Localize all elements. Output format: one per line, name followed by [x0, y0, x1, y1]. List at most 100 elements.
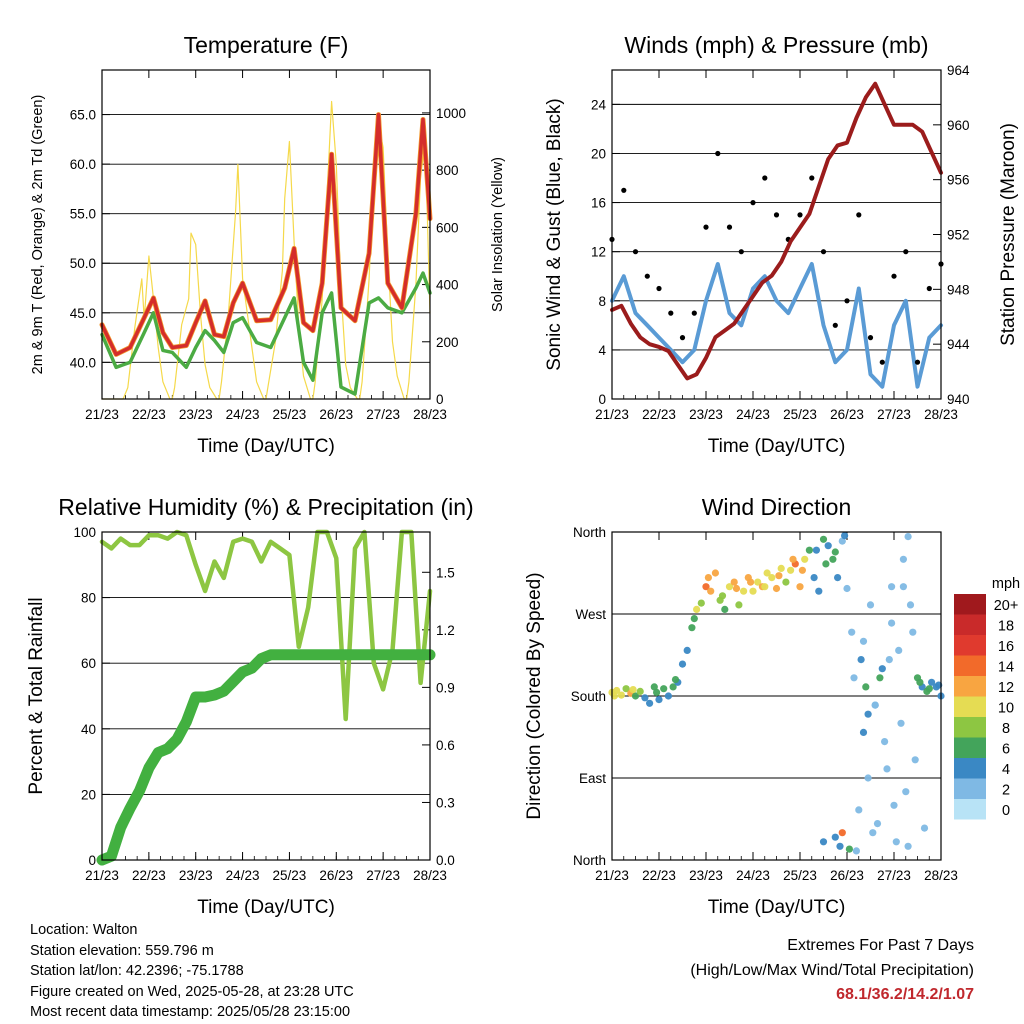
direction-point — [735, 601, 743, 609]
legend-swatch — [954, 676, 986, 697]
plot-frame — [101, 531, 431, 861]
direction-point — [631, 692, 640, 700]
direction-point — [721, 605, 729, 614]
legend-label: 8 — [1002, 721, 1010, 737]
panel-0: Temperature (F) 21/23 22/23 23/23 24/23 25/23… — [30, 32, 506, 457]
x-tick-label: 25/23 — [783, 407, 817, 422]
direction-point — [798, 566, 807, 574]
direction-point — [890, 801, 898, 809]
legend-label: 16 — [998, 639, 1014, 655]
direction-point — [655, 696, 663, 704]
y-tick-label: 60 — [81, 656, 96, 671]
legend-label: 4 — [1002, 762, 1010, 778]
x-tick-label: 25/23 — [273, 868, 307, 883]
y2-axis-label: Solar Insolation (Yellow) — [490, 157, 506, 312]
y2-tick-label: 944 — [947, 337, 970, 352]
x-tick-label: 22/23 — [132, 407, 166, 422]
x-tick-label: 21/23 — [595, 868, 629, 883]
extremes-values: 68.1/36.2/14.2/1.07 — [836, 986, 974, 1003]
direction-point — [911, 756, 919, 764]
panel-title: Relative Humidity (%) & Precipitation (i… — [58, 494, 473, 520]
direction-point — [653, 688, 661, 697]
info-recent: Most recent data timestamp: 2025/05/28 2… — [30, 1004, 351, 1020]
legend-swatch — [954, 737, 986, 758]
legend-label: 20+ — [994, 598, 1019, 614]
direction-point — [855, 806, 863, 814]
gust-point — [621, 187, 627, 193]
gust-point — [891, 273, 897, 279]
direction-point — [916, 678, 924, 686]
direction-point — [902, 788, 910, 796]
x-axis-label: Time (Day/UTC) — [197, 436, 335, 457]
x-tick-label: 22/23 — [642, 868, 676, 883]
y2-tick-label: 956 — [947, 173, 970, 188]
direction-point — [610, 692, 619, 700]
gust-point — [703, 224, 709, 230]
gust-point — [679, 335, 686, 341]
x-axis-label: Time (Day/UTC) — [708, 436, 846, 457]
x-tick-label: 23/23 — [179, 407, 213, 422]
direction-point — [725, 583, 734, 591]
direction-point — [617, 691, 626, 699]
direction-point — [702, 583, 710, 591]
y-tick-label: 0 — [88, 853, 96, 868]
gust-point — [726, 224, 733, 230]
gust-point — [914, 359, 921, 365]
direction-point — [629, 686, 637, 694]
legend-label: 2 — [1002, 783, 1010, 799]
panel-1: Winds (mph) & Pressure (mb) 21/23 22/23 23/… — [544, 32, 1019, 457]
y2-axis-label: Station Pressure (Maroon) — [998, 123, 1019, 346]
direction-point — [801, 555, 809, 563]
speed-legend: mph 20+ 18 16 14 12 10 8 6 4 2 0 — [954, 576, 1020, 820]
direction-point — [829, 555, 837, 563]
direction-point — [768, 574, 776, 582]
direction-point — [812, 546, 821, 554]
info-elevation: Station elevation: 559.796 m — [30, 942, 214, 959]
y2-tick-label: 952 — [947, 228, 970, 243]
direction-point — [843, 584, 851, 593]
plot-frame — [611, 531, 942, 861]
direction-point — [824, 542, 832, 550]
legend-label: 18 — [998, 619, 1014, 635]
y-tick-label: 65.0 — [70, 108, 96, 123]
gust-point — [738, 249, 744, 255]
legend-swatch — [954, 635, 986, 656]
plot-frame — [611, 69, 942, 400]
direction-point — [688, 624, 696, 632]
y-tick-label: 55.0 — [70, 207, 96, 222]
gust-point — [926, 285, 932, 292]
legend-swatch — [954, 799, 986, 820]
y2-tick-label: 940 — [947, 392, 970, 407]
legend-title: mph — [992, 576, 1020, 592]
gust-point — [832, 322, 838, 328]
legend-swatch — [954, 594, 986, 615]
gust-point — [668, 310, 674, 316]
legend-swatch — [954, 614, 986, 635]
y-tick-label: 20 — [81, 787, 96, 802]
direction-point — [669, 683, 677, 691]
direction-point — [838, 537, 846, 545]
x-tick-label: 26/23 — [830, 407, 864, 422]
dewpoint-line — [100, 271, 432, 396]
gust-point — [632, 249, 639, 255]
x-tick-label: 28/23 — [413, 868, 447, 883]
panel-3: Wind Direction 21/23 22/23 23/23 24/23 25/23 2… — [524, 494, 1020, 918]
direction-point — [646, 699, 654, 707]
y-tick-label: South — [571, 689, 606, 704]
y2-tick-label: 1.2 — [436, 623, 455, 638]
x-tick-label: 28/23 — [924, 868, 958, 883]
gust-point — [879, 359, 885, 365]
direction-point — [892, 838, 900, 846]
legend-label: 14 — [998, 660, 1014, 676]
x-tick-label: 24/23 — [226, 868, 260, 883]
info-latlon: Station lat/lon: 42.2396; -75.1788 — [30, 963, 244, 979]
temp-2m-line — [100, 112, 432, 357]
y-tick-label: 20 — [591, 146, 606, 161]
precip-line — [96, 649, 436, 866]
y2-tick-label: 964 — [947, 63, 970, 78]
direction-point — [690, 615, 698, 623]
y-axis-label: Percent & Total Rainfall — [26, 597, 47, 794]
direction-point — [819, 535, 828, 543]
direction-point — [732, 584, 741, 593]
